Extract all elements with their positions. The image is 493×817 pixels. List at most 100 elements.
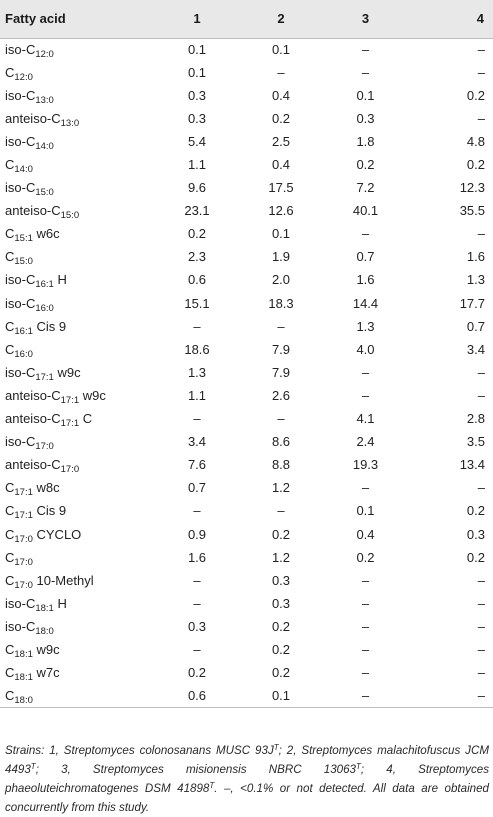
value-strain-4: 13.4 — [459, 457, 485, 473]
value-strain-4: – — [477, 364, 485, 380]
fatty-acid-suffix: H — [53, 272, 67, 288]
table-row: iso-C18:1 H – 0.3 – – — [0, 592, 493, 615]
value-strain-2: 0.1 — [271, 226, 291, 242]
fatty-acid-subscript: 16:1 — [35, 279, 54, 291]
value-strain-3: 0.2 — [356, 549, 375, 565]
value-strain-4: 0.2 — [466, 503, 485, 519]
fatty-acid-name: C16:0 — [0, 338, 155, 361]
table-row: iso-C15:0 9.6 17.5 7.2 12.3 — [0, 177, 493, 200]
header-strain-3: 3 — [323, 0, 408, 39]
footnote-text: . –, <0.1% or not detected. All data are… — [5, 781, 489, 814]
value-strain-4: – — [477, 387, 485, 403]
table-row: C17:1 Cis 9 – – 0.1 0.2 — [0, 500, 493, 523]
fatty-acid-subscript: 17:0 — [35, 441, 54, 453]
value-strain-2: 0.1 — [271, 41, 291, 57]
table-row: anteiso-C17:0 7.6 8.8 19.3 13.4 — [0, 454, 493, 477]
value-strain-1: 0.3 — [187, 110, 207, 126]
header-strain-4: 4 — [408, 0, 493, 39]
value-strain-4: 0.7 — [466, 318, 485, 334]
fatty-acid-prefix: iso-C — [5, 133, 36, 149]
fatty-acid-name: anteiso-C17:0 — [0, 454, 155, 477]
value-strain-2: 7.9 — [271, 341, 291, 357]
value-strain-3: – — [361, 480, 370, 496]
header-fatty-acid: Fatty acid — [0, 0, 155, 39]
value-strain-3: 0.4 — [356, 526, 375, 542]
value-strain-3: – — [361, 572, 370, 588]
fatty-acid-prefix: iso-C — [5, 618, 36, 634]
value-strain-3: 0.7 — [356, 249, 375, 265]
fatty-acid-subscript: 17:1 — [60, 394, 80, 406]
fatty-acid-prefix: anteiso-C — [5, 411, 61, 427]
value-strain-2: 8.8 — [271, 457, 291, 473]
fatty-acid-subscript: 17:0 — [60, 464, 80, 476]
value-strain-4: 12.3 — [459, 180, 485, 196]
value-strain-3: 7.2 — [356, 180, 375, 196]
header-strain-2: 2 — [239, 0, 323, 39]
fatty-acid-name: iso-C18:0 — [0, 615, 155, 638]
value-strain-3: 1.8 — [356, 133, 375, 149]
type-strain-superscript: T — [355, 761, 361, 771]
value-strain-3: – — [361, 41, 370, 57]
table-row: C18:1 w7c 0.2 0.2 – – — [0, 662, 493, 685]
value-strain-3: 4.0 — [356, 341, 375, 357]
fatty-acid-prefix: C — [5, 687, 15, 703]
table-row: anteiso-C17:1 w9c 1.1 2.6 – – — [0, 384, 493, 407]
value-strain-4: – — [477, 595, 485, 611]
value-strain-1: 0.3 — [187, 618, 207, 634]
fatty-acid-name: anteiso-C15:0 — [0, 200, 155, 223]
table-row: anteiso-C13:0 0.3 0.2 0.3 – — [0, 107, 493, 130]
value-strain-4: – — [477, 226, 485, 242]
table-row: C17:0 1.6 1.2 0.2 0.2 — [0, 546, 493, 569]
fatty-acid-subscript: 13:0 — [60, 117, 80, 129]
table-row: C15:1 w6c 0.2 0.1 – – — [0, 223, 493, 246]
value-strain-2: 0.4 — [271, 87, 291, 103]
value-strain-1: – — [193, 641, 201, 657]
value-strain-3: – — [361, 364, 370, 380]
fatty-acid-name: iso-C16:1 H — [0, 269, 155, 292]
table-row: iso-C12:0 0.1 0.1 – – — [0, 38, 493, 61]
fatty-acid-prefix: anteiso-C — [5, 387, 61, 403]
fatty-acid-subscript: 18:0 — [14, 694, 33, 706]
value-strain-1: 18.6 — [184, 341, 210, 357]
fatty-acid-prefix: C — [5, 341, 15, 357]
value-strain-4: 0.2 — [466, 87, 485, 103]
fatty-acid-name: iso-C15:0 — [0, 177, 155, 200]
fatty-acid-subscript: 17:1 — [14, 510, 33, 522]
value-strain-4: 3.5 — [466, 434, 485, 450]
value-strain-4: 1.3 — [466, 272, 485, 288]
value-strain-3: 0.2 — [356, 157, 375, 173]
value-strain-2: 2.5 — [271, 133, 291, 149]
fatty-acid-subscript: 16:0 — [35, 302, 54, 314]
fatty-acid-name: iso-C17:1 w9c — [0, 361, 155, 384]
value-strain-2: 0.3 — [271, 595, 291, 611]
fatty-acid-prefix: iso-C — [5, 595, 36, 611]
fatty-acid-subscript: 15:0 — [35, 187, 54, 199]
value-strain-4: – — [477, 41, 485, 57]
value-strain-3: – — [361, 641, 370, 657]
value-strain-4: – — [477, 572, 485, 588]
fatty-acid-suffix: H — [53, 595, 67, 611]
value-strain-4: – — [477, 618, 485, 634]
fatty-acid-suffix: w9c — [79, 387, 106, 403]
fatty-acid-prefix: C — [5, 480, 15, 496]
value-strain-4: – — [477, 665, 485, 681]
value-strain-2: – — [277, 411, 285, 427]
table-row: anteiso-C17:1 C – – 4.1 2.8 — [0, 408, 493, 431]
fatty-acid-name: iso-C14:0 — [0, 130, 155, 153]
fatty-acid-prefix: C — [5, 641, 15, 657]
value-strain-1: 23.1 — [184, 203, 210, 219]
fatty-acid-prefix: C — [5, 549, 15, 565]
fatty-acid-name: anteiso-C17:1 C — [0, 408, 155, 431]
fatty-acid-name: iso-C18:1 H — [0, 592, 155, 615]
value-strain-2: 0.2 — [271, 618, 291, 634]
value-strain-3: 2.4 — [356, 434, 375, 450]
value-strain-4: – — [477, 64, 485, 80]
fatty-acid-name: C15:0 — [0, 246, 155, 269]
value-strain-1: 0.6 — [155, 684, 239, 709]
value-strain-1: 0.7 — [187, 480, 207, 496]
value-strain-1: 5.4 — [187, 133, 207, 149]
fatty-acid-subscript: 17:0 — [14, 579, 33, 591]
fatty-acid-prefix: iso-C — [5, 434, 36, 450]
fatty-acid-name: C17:0 CYCLO — [0, 523, 155, 546]
fatty-acid-subscript: 16:1 — [14, 325, 33, 337]
